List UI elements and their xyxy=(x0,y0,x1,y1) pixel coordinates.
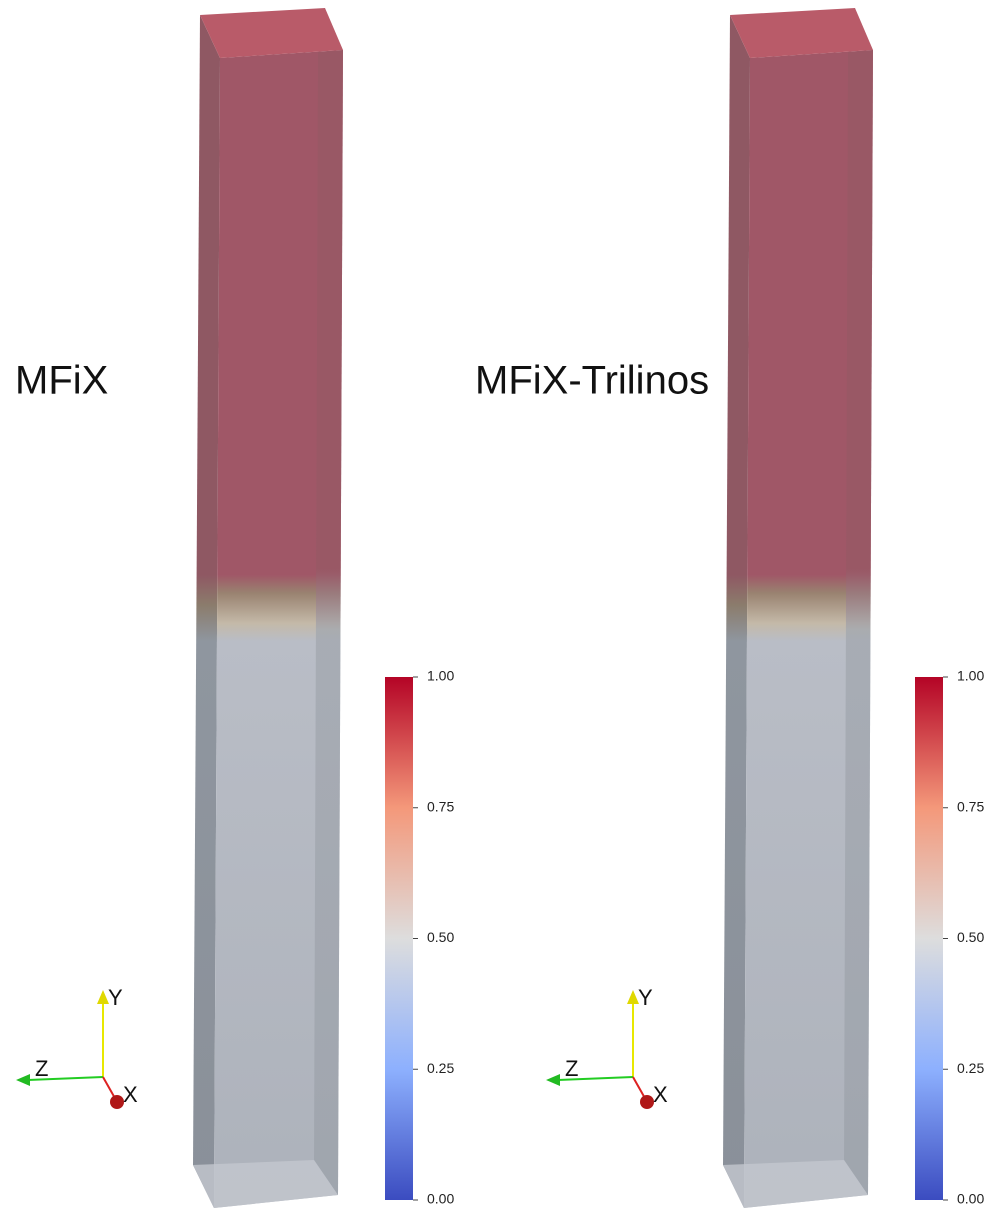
axis-y-label: Y xyxy=(638,985,653,1010)
panel-label: MFiX-Trilinos xyxy=(475,359,709,403)
axis-y-label: Y xyxy=(108,985,123,1010)
colorbar-tick-label: 0.50 xyxy=(957,929,984,945)
axis-z-label: Z xyxy=(35,1056,48,1081)
panel: MFiX 1.00 0.75 0.50 0.25 0.00 Y Z X xyxy=(15,8,454,1208)
column-edge xyxy=(314,50,343,1195)
axis-x-label: X xyxy=(653,1082,668,1107)
colorbar xyxy=(915,677,943,1200)
axis-z-head xyxy=(16,1074,30,1086)
axis-x-head xyxy=(640,1095,654,1109)
colorbar-tick-label: 1.00 xyxy=(957,668,984,684)
colorbar-tick-label: 0.00 xyxy=(427,1191,454,1207)
axis-z-head xyxy=(546,1074,560,1086)
column-bottom xyxy=(723,1160,868,1208)
column-top xyxy=(200,8,343,58)
panel-label: MFiX xyxy=(15,359,108,403)
panel: MFiX-Trilinos 1.00 0.75 0.50 0.25 0.00 Y Z X xyxy=(475,8,984,1208)
colorbar-tick-label: 0.00 xyxy=(957,1191,984,1207)
colorbar-tick-label: 0.75 xyxy=(957,798,984,814)
colorbar-tick-label: 0.25 xyxy=(957,1060,984,1076)
axis-x-head xyxy=(110,1095,124,1109)
colorbar-tick-label: 0.50 xyxy=(427,929,454,945)
colorbar-tick-label: 0.75 xyxy=(427,798,454,814)
column-bottom xyxy=(193,1160,338,1208)
render: MFiX1.000.750.500.250.00YZXMFiX-Trilinos… xyxy=(0,0,1005,1210)
axis-z-label: Z xyxy=(565,1056,578,1081)
colorbar-tick-label: 0.25 xyxy=(427,1060,454,1076)
colorbar xyxy=(385,677,413,1200)
colorbar-tick-label: 1.00 xyxy=(427,668,454,684)
column-top xyxy=(730,8,873,58)
column-edge xyxy=(844,50,873,1195)
axis-x-label: X xyxy=(123,1082,138,1107)
